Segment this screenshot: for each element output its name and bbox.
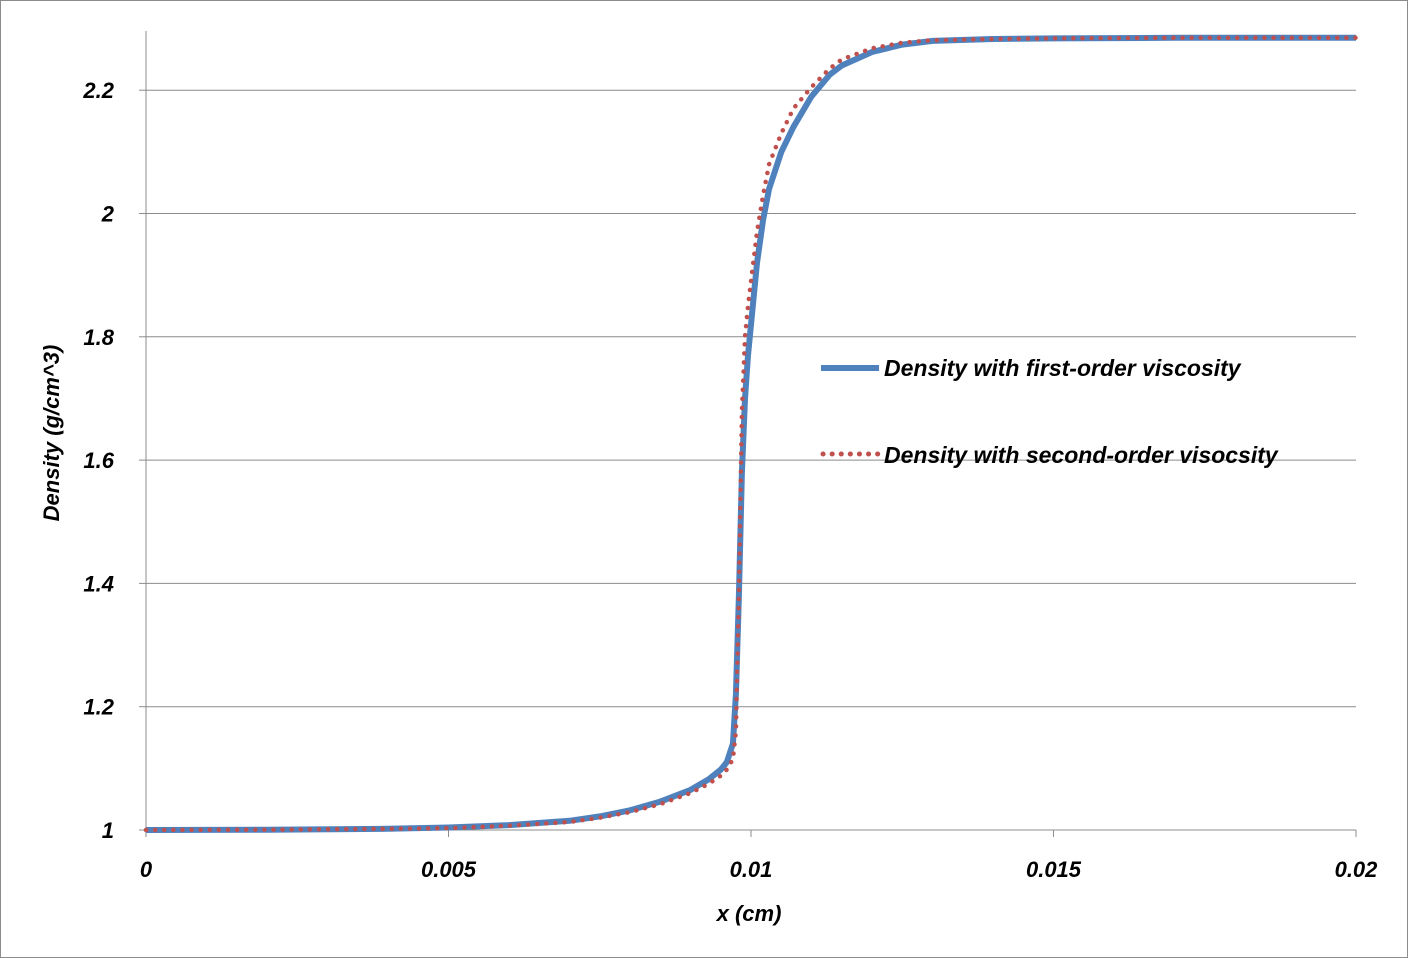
y-axis-title: Density (g/cm^3) [39, 345, 64, 522]
series-line-second-order [143, 35, 1359, 833]
y-tick-label: 1.4 [83, 571, 114, 596]
y-tick-label: 1.6 [83, 448, 114, 473]
series-line-first-order [145, 34, 1356, 833]
y-tick-label: 2.2 [82, 78, 114, 103]
y-tick-label: 1 [102, 818, 114, 843]
x-tick-label: 0 [140, 857, 153, 882]
series-lines [143, 34, 1359, 833]
x-tick-label: 0.015 [1026, 857, 1082, 882]
tick-labels: 1 1.2 1.4 1.6 1.8 2 2.2 0 0.005 0.01 0.015 0.02 [82, 78, 1378, 882]
x-tick-label: 0.02 [1335, 857, 1379, 882]
y-tick-label: 1.8 [83, 325, 114, 350]
x-tick-label: 0.01 [730, 857, 773, 882]
gridlines [146, 89, 1356, 708]
x-axis-title: x (cm) [716, 901, 782, 926]
legend-label-first-order: Density with first-order viscosity [884, 355, 1242, 381]
legend-label-second-order: Density with second-order visocsity [884, 442, 1279, 468]
y-tick-label: 2 [101, 202, 115, 227]
legend: Density with first-order viscosity Densi… [820, 355, 1279, 468]
x-tick-label: 0.005 [421, 857, 477, 882]
y-tick-label: 1.2 [83, 695, 114, 720]
axes [139, 31, 1357, 837]
